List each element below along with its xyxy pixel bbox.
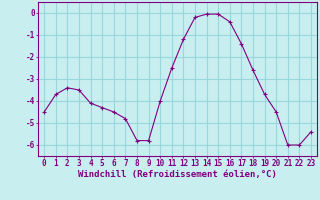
X-axis label: Windchill (Refroidissement éolien,°C): Windchill (Refroidissement éolien,°C) bbox=[78, 170, 277, 179]
